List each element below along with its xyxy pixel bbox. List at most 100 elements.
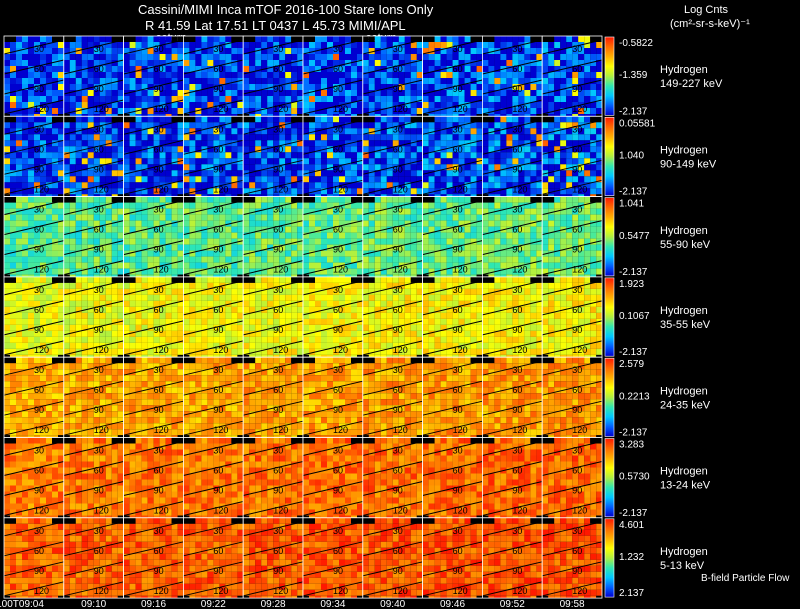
contour-line <box>3 320 64 336</box>
heatmap-cell <box>362 60 369 66</box>
heatmap-cell <box>291 134 298 141</box>
heatmap-cell <box>506 182 513 189</box>
heatmap-cell <box>159 146 166 153</box>
contour-line <box>482 200 543 216</box>
heatmap-cell <box>482 108 489 114</box>
heatmap-cell <box>590 78 597 84</box>
heatmap-cell <box>129 226 136 233</box>
heatmap-cell <box>518 108 525 114</box>
heatmap-cell <box>147 102 154 108</box>
heatmap-cell <box>500 164 507 171</box>
heatmap-cell <box>398 238 405 245</box>
heatmap-cell <box>189 256 196 263</box>
contour-label: 30 <box>393 205 403 215</box>
heatmap-cell <box>231 36 238 42</box>
heatmap-cell <box>201 122 208 129</box>
heatmap-cell <box>105 214 112 221</box>
heatmap-cell <box>279 220 286 227</box>
heatmap-cell <box>386 256 393 263</box>
heatmap-cell <box>368 96 375 102</box>
heatmap-cell <box>195 78 202 84</box>
heatmap-cell <box>22 196 28 203</box>
heatmap-cell <box>159 158 166 165</box>
heatmap-cell <box>171 256 178 263</box>
heatmap-cell <box>16 324 22 331</box>
heatmap-cell <box>357 208 363 215</box>
heatmap-cell <box>560 268 567 275</box>
heatmap-cell <box>392 84 399 90</box>
heatmap-cell <box>159 294 166 301</box>
contour-label: 90 <box>154 325 164 335</box>
heatmap-cell <box>374 220 381 227</box>
heatmap-cell <box>345 196 351 203</box>
heatmap-cell <box>386 72 393 78</box>
heatmap-cell <box>398 96 405 102</box>
contour-label: 120 <box>94 104 109 114</box>
heatmap-cell <box>321 194 327 197</box>
heatmap-cell <box>327 250 333 257</box>
heatmap-cell <box>177 262 184 269</box>
heatmap-cell <box>398 84 405 90</box>
heatmap-cell <box>219 220 226 227</box>
heatmap-cell <box>117 244 124 251</box>
heatmap-cell <box>374 238 381 245</box>
heatmap-cell <box>22 250 28 257</box>
heatmap-cell <box>69 220 76 227</box>
heatmap-cell <box>488 194 495 197</box>
heatmap-cell <box>69 146 76 153</box>
heatmap-cell <box>554 90 561 96</box>
heatmap-cell <box>273 36 280 42</box>
heatmap-cell <box>333 54 339 60</box>
heatmap-cell <box>213 128 220 135</box>
heatmap-cell <box>422 128 429 135</box>
heatmap-cell <box>273 84 280 90</box>
heatmap-cell <box>428 220 435 227</box>
heatmap-cell <box>339 78 345 84</box>
heatmap-cell <box>476 102 483 108</box>
heatmap-cell <box>380 262 387 269</box>
heatmap-cell <box>117 220 124 227</box>
heatmap-cell <box>4 188 10 195</box>
heatmap-cell <box>40 84 46 90</box>
heatmap-cell <box>303 188 309 195</box>
contour-line <box>243 59 304 75</box>
heatmap-cell <box>339 152 345 159</box>
heatmap-cell <box>500 134 507 141</box>
heatmap-cell <box>590 208 597 215</box>
heatmap-cell <box>339 60 345 66</box>
heatmap-cell <box>165 96 172 102</box>
heatmap-cell <box>357 196 363 203</box>
heatmap-cell <box>530 164 537 171</box>
heatmap-cell <box>530 244 537 251</box>
heatmap-cell <box>392 268 399 275</box>
heatmap-cell <box>321 176 327 183</box>
contour-label: 90 <box>393 164 403 174</box>
heatmap-cell <box>225 84 232 90</box>
heatmap-cell <box>153 300 160 307</box>
heatmap-cell <box>69 336 76 343</box>
heatmap-cell <box>452 214 459 221</box>
contour-label: 90 <box>572 84 582 94</box>
heatmap-cell <box>321 220 327 227</box>
heatmap-cell <box>596 146 602 153</box>
heatmap-cell <box>58 300 64 307</box>
heatmap-cell <box>255 146 262 153</box>
heatmap-cell <box>63 96 70 102</box>
heatmap-cell <box>189 164 196 171</box>
heatmap-cell <box>548 42 555 48</box>
heatmap-cell <box>105 90 112 96</box>
heatmap-cell <box>10 164 16 171</box>
heatmap-cell <box>189 276 196 283</box>
contour-line <box>422 260 483 276</box>
heatmap-cell <box>141 354 148 358</box>
heatmap-cell <box>255 78 262 84</box>
heatmap-cell <box>87 196 94 203</box>
contour-line <box>362 119 423 135</box>
heatmap-cell <box>560 114 567 117</box>
heatmap-cell <box>596 102 602 108</box>
heatmap-cell <box>63 220 70 227</box>
heatmap-cell <box>315 220 321 227</box>
contour-label: 120 <box>34 184 49 194</box>
heatmap-cell <box>404 188 411 195</box>
heatmap-cell <box>195 170 202 177</box>
